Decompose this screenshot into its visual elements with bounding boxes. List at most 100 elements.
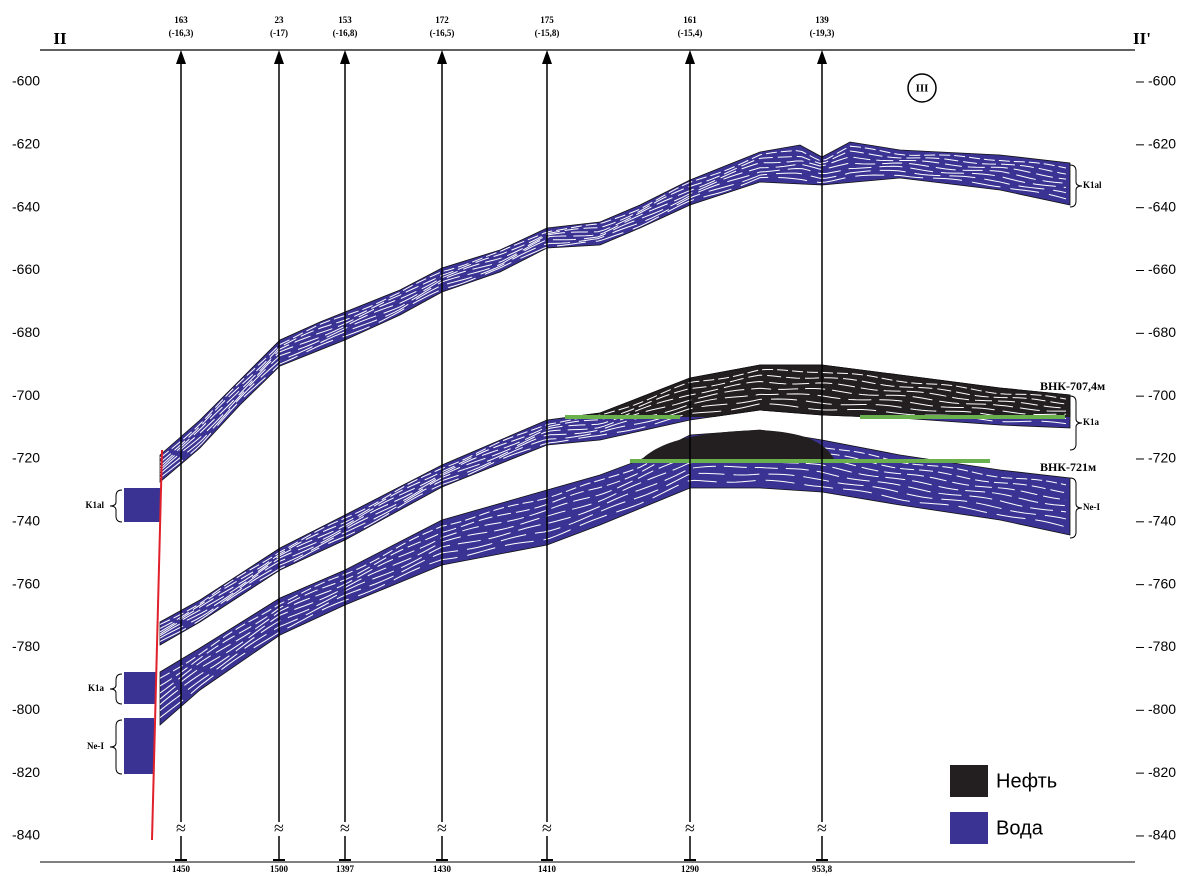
depth-label: -700	[1148, 387, 1176, 403]
well-value: (-17)	[270, 28, 288, 38]
layer	[566, 364, 1071, 417]
well-arrow	[685, 50, 695, 64]
well-depth: 1430	[433, 864, 452, 874]
depth-label: -700	[12, 387, 40, 403]
streak	[159, 150, 1067, 463]
well-depth: 1450	[172, 864, 191, 874]
depth-label: -820	[12, 764, 40, 780]
left-label: II	[53, 29, 67, 48]
streak	[619, 380, 1067, 417]
circle-label: III	[916, 83, 929, 95]
well-value: (-15,4)	[678, 28, 703, 38]
right-label: II'	[1133, 29, 1151, 48]
well-break	[813, 822, 831, 836]
depth-label: -760	[1148, 575, 1176, 591]
depth-label: -660	[12, 261, 40, 277]
streak	[159, 162, 1067, 470]
depth-label: -840	[1148, 827, 1176, 843]
brace	[1069, 395, 1083, 451]
streak	[583, 369, 1067, 417]
depth-label: -760	[12, 575, 40, 591]
depth-label: -800	[12, 701, 40, 717]
brace	[109, 489, 123, 523]
depth-label: -640	[1148, 198, 1176, 214]
left-stub	[124, 718, 154, 774]
well-arrow	[437, 50, 447, 64]
depth-label: -720	[1148, 450, 1176, 466]
brace	[1069, 477, 1083, 539]
streak	[159, 435, 1067, 679]
legend-label: Вода	[996, 817, 1044, 839]
streak	[663, 398, 1011, 417]
streak	[626, 387, 1067, 417]
well-id: 153	[338, 15, 352, 25]
formation-label: Ne-I	[1083, 502, 1100, 512]
brace	[109, 673, 123, 705]
well-depth: 1500	[270, 864, 289, 874]
circle	[907, 73, 937, 103]
streak	[159, 174, 1067, 479]
well-break-sign: ≈	[685, 818, 695, 838]
depth-label: -820	[1148, 764, 1176, 780]
streak	[159, 465, 1067, 705]
well-break-sign: ≈	[340, 818, 350, 838]
oil-lens	[640, 430, 835, 461]
contact-label: ВНК-707,4м	[1040, 379, 1105, 393]
formation-label: K1a	[1083, 417, 1100, 427]
depth-label: -620	[12, 136, 40, 152]
depth-label: -680	[1148, 324, 1176, 340]
formation-label: Ne-I	[87, 741, 104, 751]
fault	[151, 449, 163, 841]
well-id: 23	[275, 15, 285, 25]
well-break	[681, 822, 699, 836]
well-depth: 953,8	[812, 864, 833, 874]
left-stub	[124, 672, 156, 704]
well-arrow	[340, 50, 350, 64]
well-arrow	[542, 50, 552, 64]
depth-label: -800	[1148, 701, 1176, 717]
well-id: 139	[815, 15, 829, 25]
well-id: 161	[683, 15, 697, 25]
depth-label: -600	[1148, 73, 1176, 89]
formation-label: K1al	[1083, 180, 1102, 190]
streak	[642, 393, 1067, 417]
well-value: (-16,5)	[430, 28, 455, 38]
well-break	[172, 822, 190, 836]
well-depth: 1290	[681, 864, 700, 874]
well-value: (-16,3)	[169, 28, 194, 38]
streak	[159, 145, 1067, 459]
well-break-sign: ≈	[817, 818, 827, 838]
brace	[1069, 164, 1083, 208]
well-break-sign: ≈	[437, 818, 447, 838]
contact-label: ВНК-721м	[1040, 460, 1096, 474]
well-value: (-19,3)	[810, 28, 835, 38]
well-depth: 1410	[538, 864, 557, 874]
formation-label: K1a	[88, 683, 105, 693]
streak	[159, 472, 1067, 711]
layer	[159, 141, 1071, 483]
well-value: (-16,8)	[333, 28, 358, 38]
layer	[159, 429, 1071, 726]
streak	[159, 479, 1067, 719]
left-stub	[124, 488, 160, 522]
depth-label: -740	[12, 513, 40, 529]
streak	[159, 165, 1067, 472]
streak	[159, 458, 1067, 700]
depth-label: -780	[1148, 638, 1176, 654]
streak	[159, 156, 1067, 467]
well-break-sign: ≈	[274, 818, 284, 838]
depth-label: -680	[12, 324, 40, 340]
well-id: 175	[540, 15, 554, 25]
brace	[109, 719, 123, 775]
streak	[159, 169, 1067, 475]
well-value: (-15,8)	[535, 28, 560, 38]
depth-label: -620	[1148, 136, 1176, 152]
legend-swatch	[950, 812, 988, 844]
legend-swatch	[950, 765, 988, 797]
streak	[159, 442, 1067, 687]
well-arrow	[817, 50, 827, 64]
well-depth: 1397	[336, 864, 355, 874]
streak	[159, 450, 1067, 694]
formation-label: K1al	[85, 500, 104, 510]
well-id: 163	[174, 15, 188, 25]
